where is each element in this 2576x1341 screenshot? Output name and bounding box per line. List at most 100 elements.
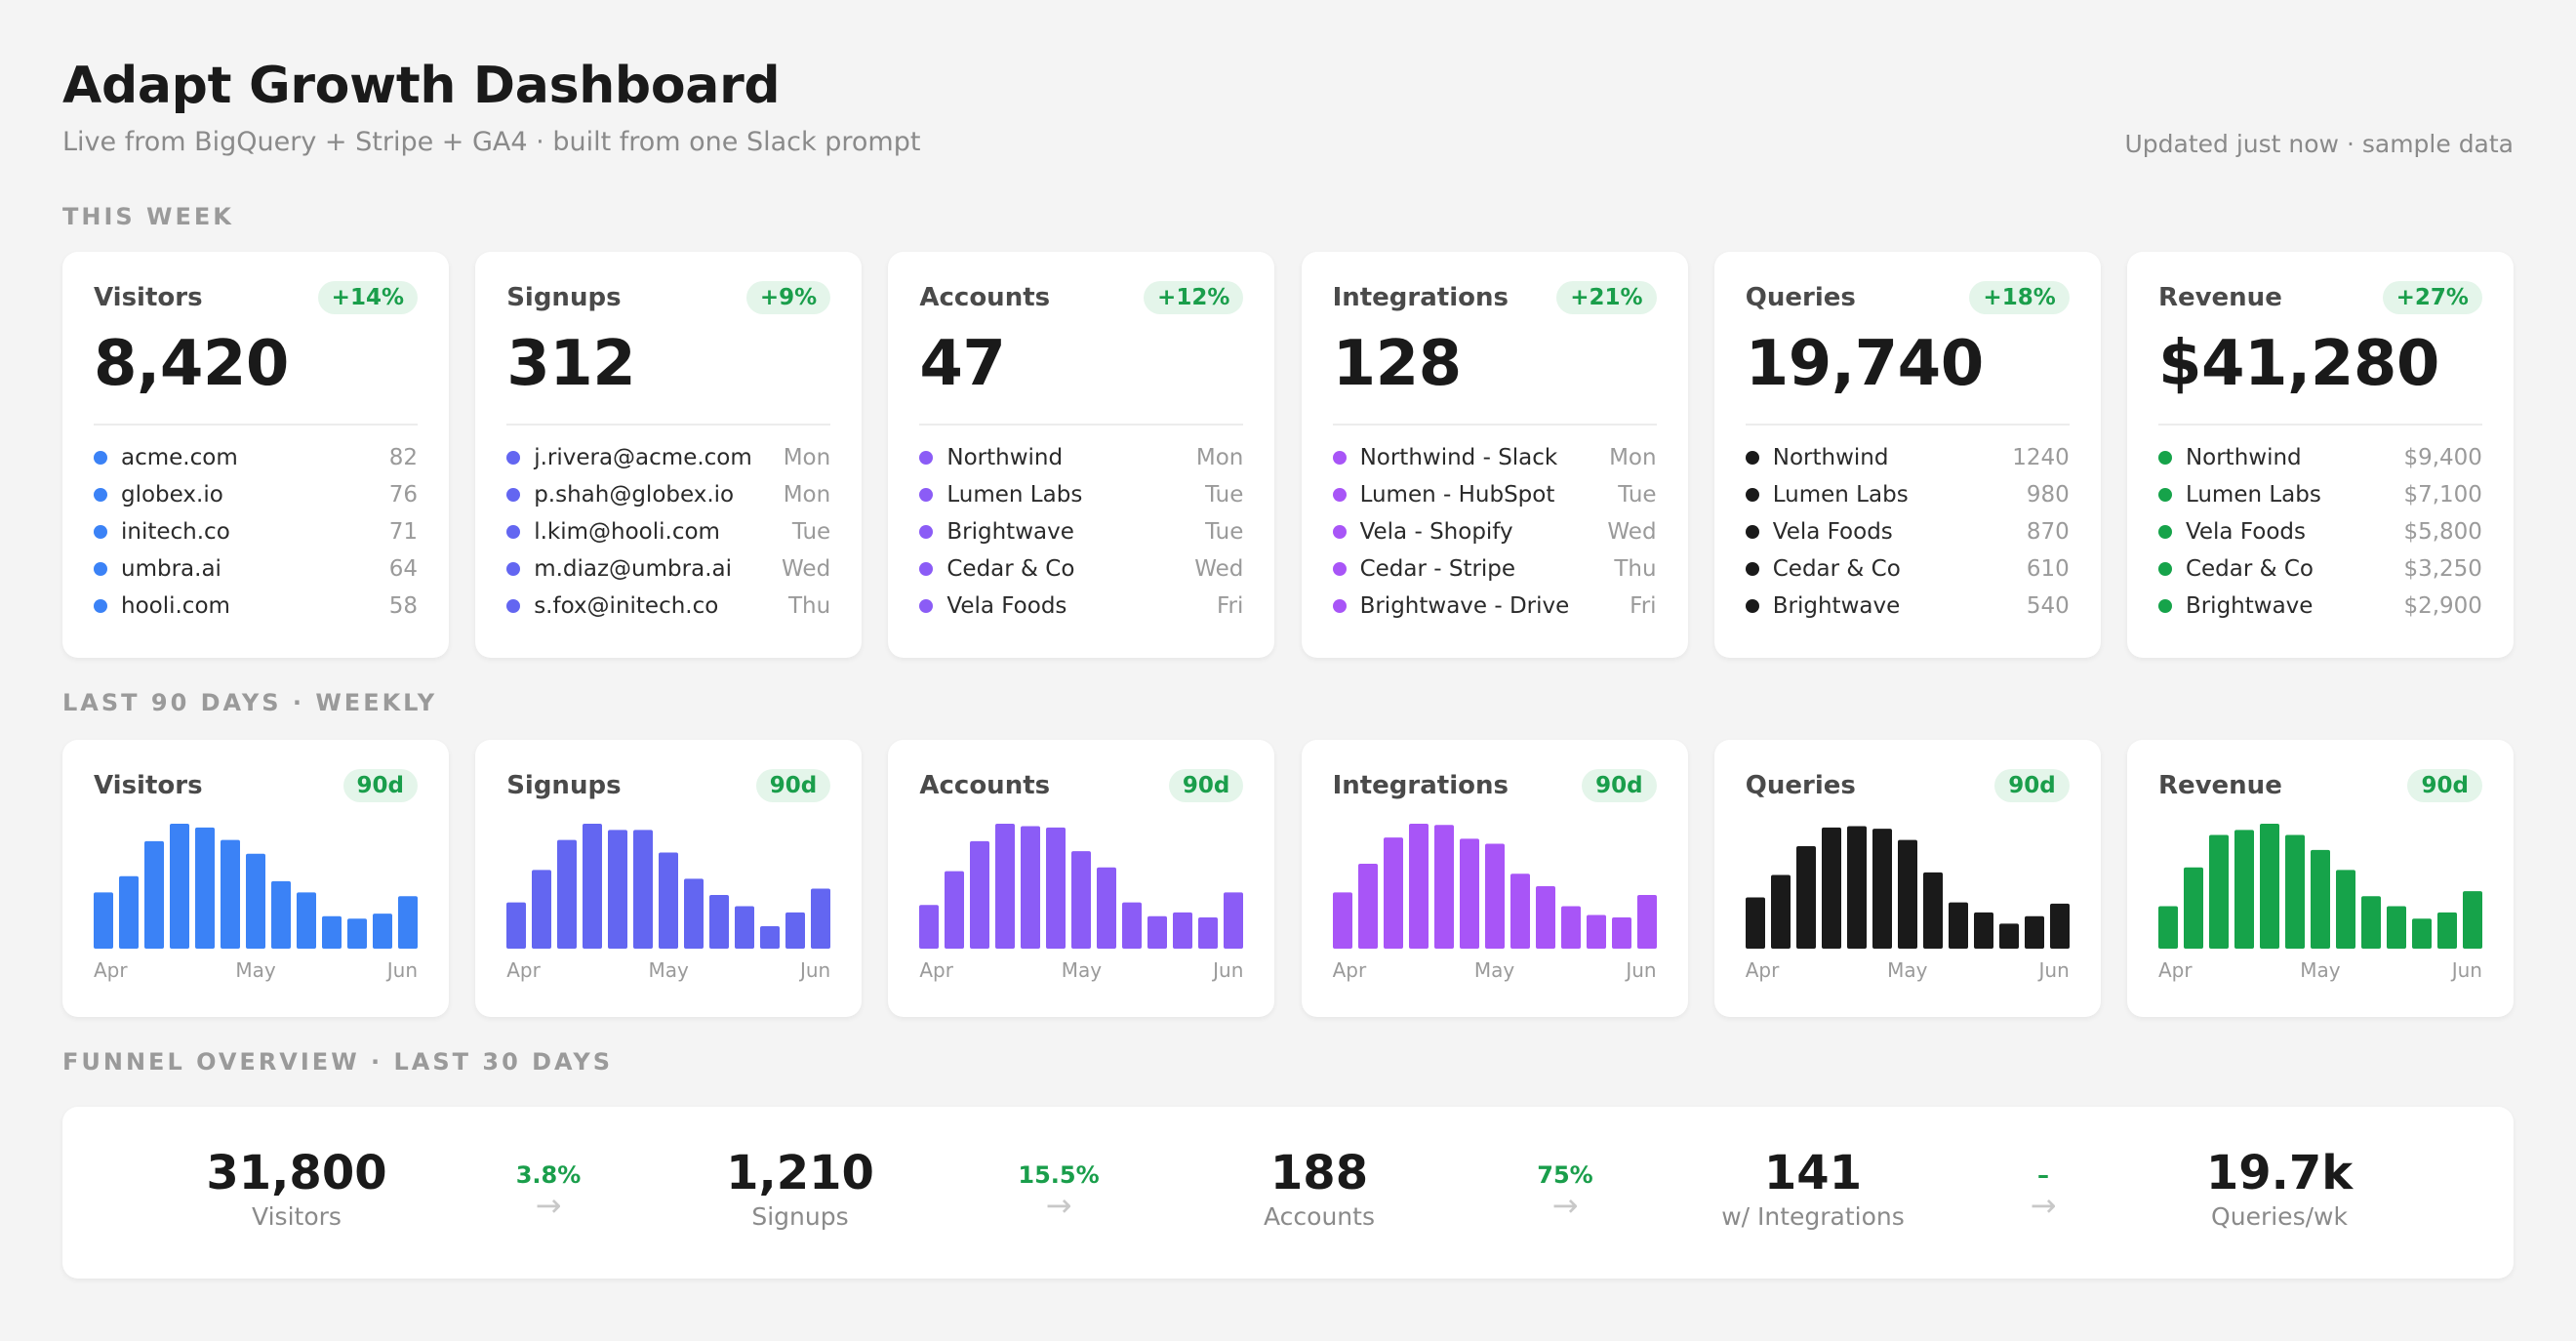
chart-bar[interactable] — [1071, 851, 1092, 949]
chart-bar[interactable] — [811, 888, 831, 949]
chart-bar[interactable] — [1459, 838, 1479, 949]
chart-bar[interactable] — [970, 840, 990, 949]
chart-bar[interactable] — [1897, 839, 1917, 949]
chart-bar[interactable] — [221, 839, 240, 949]
chart-bar[interactable] — [1224, 892, 1244, 949]
list-item[interactable]: Lumen Labs 980 — [1745, 476, 2070, 513]
list-item[interactable]: j.rivera@acme.com Mon — [506, 439, 830, 476]
chart-bar[interactable] — [945, 871, 965, 949]
list-item[interactable]: s.fox@initech.co Thu — [506, 588, 830, 625]
chart-bar[interactable] — [1586, 914, 1606, 949]
funnel-stage-visitors[interactable]: 31,800 Visitors — [206, 1146, 386, 1234]
funnel-stage-signups[interactable]: 1,210 Signups — [726, 1146, 874, 1234]
stat-card-visitors[interactable]: Visitors +14% 8,420 acme.com 82 globex.io 76 in… — [62, 252, 449, 658]
chart-bar[interactable] — [271, 880, 291, 949]
list-item[interactable]: Cedar - Stripe Thu — [1332, 550, 1657, 588]
list-item[interactable]: Northwind Mon — [919, 439, 1243, 476]
list-item[interactable]: l.kim@hooli.com Tue — [506, 513, 830, 550]
chart-bar[interactable] — [2157, 906, 2178, 949]
chart-bar[interactable] — [1383, 837, 1403, 949]
list-item[interactable]: m.diaz@umbra.ai Wed — [506, 550, 830, 588]
chart-bar[interactable] — [1046, 827, 1067, 949]
chart-bar[interactable] — [1795, 846, 1816, 949]
chart-bar[interactable] — [583, 824, 603, 949]
chart-bar[interactable] — [1611, 917, 1631, 949]
list-item[interactable]: hooli.com 58 — [94, 588, 418, 625]
list-item[interactable]: Vela Foods 870 — [1745, 513, 2070, 550]
funnel-stage-accounts[interactable]: 188 Accounts — [1264, 1146, 1375, 1234]
list-item[interactable]: Northwind - Slack Mon — [1332, 439, 1657, 476]
chart-bar[interactable] — [170, 824, 189, 949]
list-item[interactable]: Lumen Labs $7,100 — [2157, 476, 2482, 513]
funnel-stage-w-integrations[interactable]: 141 w/ Integrations — [1721, 1146, 1905, 1234]
chart-bar[interactable] — [1922, 872, 1943, 949]
chart-bar[interactable] — [532, 870, 552, 949]
list-item[interactable]: Vela Foods $5,800 — [2157, 513, 2482, 550]
spark-card-visitors[interactable]: Visitors 90d Apr May Jun — [62, 740, 449, 1017]
chart-bar[interactable] — [1097, 867, 1117, 949]
list-item[interactable]: globex.io 76 — [94, 476, 418, 513]
list-item[interactable]: Cedar & Co $3,250 — [2157, 550, 2482, 588]
list-item[interactable]: Vela Foods Fri — [919, 588, 1243, 625]
chart-bar[interactable] — [1433, 825, 1454, 949]
chart-bar[interactable] — [1998, 923, 2019, 949]
list-item[interactable]: Brightwave - Drive Fri — [1332, 588, 1657, 625]
chart-bar[interactable] — [633, 830, 654, 949]
chart-bar[interactable] — [119, 875, 139, 949]
list-item[interactable]: Lumen - HubSpot Tue — [1332, 476, 1657, 513]
chart-bar[interactable] — [373, 914, 392, 949]
chart-bar[interactable] — [995, 824, 1016, 949]
list-item[interactable]: Northwind $9,400 — [2157, 439, 2482, 476]
list-item[interactable]: Lumen Labs Tue — [919, 476, 1243, 513]
chart-bar[interactable] — [2335, 870, 2355, 949]
chart-bar[interactable] — [1122, 902, 1143, 949]
chart-bar[interactable] — [2462, 891, 2482, 949]
stat-card-integrations[interactable]: Integrations +21% 128 Northwind - Slack Mon L… — [1301, 252, 1688, 658]
stat-card-accounts[interactable]: Accounts +12% 47 Northwind Mon Lumen Labs Tue B… — [888, 252, 1275, 658]
chart-bar[interactable] — [2284, 834, 2305, 949]
chart-bar[interactable] — [919, 905, 940, 949]
chart-bar[interactable] — [2310, 849, 2330, 949]
chart-bar[interactable] — [1535, 886, 1555, 949]
chart-bar[interactable] — [347, 918, 367, 949]
spark-card-integrations[interactable]: Integrations 90d Apr May Jun — [1301, 740, 1688, 1017]
stat-card-signups[interactable]: Signups +9% 312 j.rivera@acme.com Mon p.shah@… — [475, 252, 863, 658]
spark-card-queries[interactable]: Queries 90d Apr May Jun — [1713, 740, 2101, 1017]
chart-bar[interactable] — [2436, 912, 2457, 949]
chart-bar[interactable] — [246, 853, 265, 949]
chart-bar[interactable] — [557, 839, 578, 949]
chart-bar[interactable] — [1173, 912, 1193, 949]
chart-bar[interactable] — [1948, 902, 1968, 949]
chart-bar[interactable] — [195, 827, 215, 949]
list-item[interactable]: umbra.ai 64 — [94, 550, 418, 588]
spark-card-revenue[interactable]: Revenue 90d Apr May Jun — [2126, 740, 2514, 1017]
list-item[interactable]: Brightwave 540 — [1745, 588, 2070, 625]
chart-bar[interactable] — [1484, 843, 1505, 949]
chart-bar[interactable] — [1745, 897, 1765, 949]
chart-bar[interactable] — [760, 925, 781, 949]
chart-bar[interactable] — [735, 906, 755, 949]
funnel-stage-queries-wk[interactable]: 19.7k Queries/wk — [2206, 1146, 2353, 1234]
list-item[interactable]: Brightwave $2,900 — [2157, 588, 2482, 625]
chart-bar[interactable] — [1332, 892, 1352, 949]
chart-bar[interactable] — [398, 896, 418, 949]
chart-bar[interactable] — [1560, 906, 1581, 949]
chart-bar[interactable] — [709, 894, 730, 949]
chart-bar[interactable] — [2259, 824, 2279, 949]
chart-bar[interactable] — [785, 912, 806, 949]
chart-bar[interactable] — [1408, 824, 1429, 949]
chart-bar[interactable] — [2411, 918, 2432, 949]
chart-bar[interactable] — [2024, 915, 2044, 949]
chart-bar[interactable] — [506, 902, 527, 949]
chart-bar[interactable] — [1636, 894, 1657, 949]
chart-bar[interactable] — [2049, 903, 2070, 949]
chart-bar[interactable] — [297, 892, 316, 949]
chart-bar[interactable] — [1198, 917, 1219, 949]
list-item[interactable]: Brightwave Tue — [919, 513, 1243, 550]
list-item[interactable]: initech.co 71 — [94, 513, 418, 550]
spark-card-signups[interactable]: Signups 90d Apr May Jun — [475, 740, 863, 1017]
list-item[interactable]: Cedar & Co Wed — [919, 550, 1243, 588]
list-item[interactable]: Vela - Shopify Wed — [1332, 513, 1657, 550]
list-item[interactable]: Cedar & Co 610 — [1745, 550, 2070, 588]
chart-bar[interactable] — [94, 892, 113, 949]
